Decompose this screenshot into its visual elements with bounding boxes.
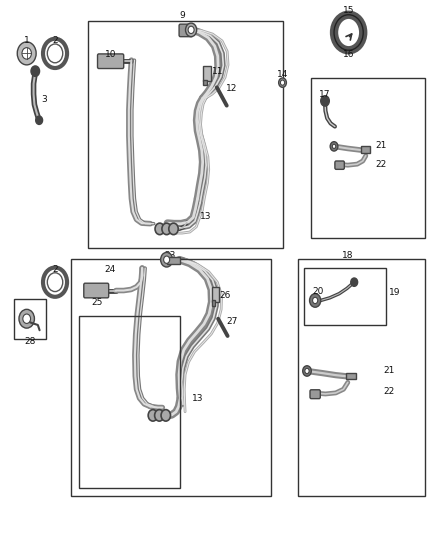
Bar xyxy=(346,373,356,379)
Circle shape xyxy=(279,78,286,87)
Bar xyxy=(311,78,425,238)
Text: 11: 11 xyxy=(212,67,223,76)
Circle shape xyxy=(31,66,39,76)
Text: 26: 26 xyxy=(220,290,231,300)
FancyBboxPatch shape xyxy=(84,283,109,298)
Circle shape xyxy=(23,314,31,324)
Text: 10: 10 xyxy=(105,50,117,59)
Circle shape xyxy=(164,256,170,263)
Bar xyxy=(203,79,207,85)
Text: 1: 1 xyxy=(24,36,30,45)
Circle shape xyxy=(280,80,285,85)
Circle shape xyxy=(330,142,338,151)
Circle shape xyxy=(155,223,165,235)
Circle shape xyxy=(186,23,197,37)
Text: 13: 13 xyxy=(200,212,211,221)
Text: 9: 9 xyxy=(180,11,185,20)
Text: 3: 3 xyxy=(42,95,47,104)
Text: 13: 13 xyxy=(192,394,203,402)
Circle shape xyxy=(161,253,173,267)
Circle shape xyxy=(162,223,171,235)
Bar xyxy=(360,147,370,152)
Text: 12: 12 xyxy=(226,84,237,93)
Text: 17: 17 xyxy=(319,90,331,99)
Circle shape xyxy=(19,309,35,328)
FancyBboxPatch shape xyxy=(98,54,124,69)
Text: 14: 14 xyxy=(277,70,288,79)
Text: 2: 2 xyxy=(52,265,58,274)
FancyBboxPatch shape xyxy=(335,161,344,169)
Circle shape xyxy=(148,410,158,421)
Circle shape xyxy=(303,366,311,376)
Circle shape xyxy=(33,69,37,74)
Circle shape xyxy=(161,410,170,421)
Bar xyxy=(79,316,180,488)
FancyBboxPatch shape xyxy=(179,24,192,37)
Circle shape xyxy=(37,118,41,123)
Bar xyxy=(14,300,46,338)
Circle shape xyxy=(188,26,194,34)
Circle shape xyxy=(323,98,327,103)
Circle shape xyxy=(169,223,178,235)
Bar xyxy=(304,268,385,325)
FancyBboxPatch shape xyxy=(310,390,320,399)
Text: 18: 18 xyxy=(342,251,353,260)
Text: 24: 24 xyxy=(104,264,115,273)
Text: 15: 15 xyxy=(343,6,354,15)
Bar xyxy=(212,287,219,302)
Bar xyxy=(212,301,215,306)
Bar xyxy=(71,259,271,496)
Text: 22: 22 xyxy=(376,159,387,168)
Circle shape xyxy=(353,280,356,284)
Text: 21: 21 xyxy=(375,141,387,150)
Bar xyxy=(203,67,211,81)
Text: 27: 27 xyxy=(226,317,237,326)
Text: 25: 25 xyxy=(91,297,102,306)
Text: 2: 2 xyxy=(52,36,58,45)
Circle shape xyxy=(313,297,318,304)
Text: 20: 20 xyxy=(312,287,323,296)
Circle shape xyxy=(351,278,358,286)
Circle shape xyxy=(332,144,336,149)
Circle shape xyxy=(155,410,164,421)
Bar xyxy=(88,21,283,248)
Circle shape xyxy=(321,96,329,106)
Text: 28: 28 xyxy=(25,337,36,346)
Circle shape xyxy=(310,294,321,307)
Bar xyxy=(166,256,180,264)
Bar xyxy=(298,259,425,496)
Circle shape xyxy=(17,42,36,65)
Circle shape xyxy=(22,47,32,59)
Circle shape xyxy=(305,368,309,374)
Text: 22: 22 xyxy=(383,387,394,397)
Text: 16: 16 xyxy=(343,51,354,60)
Text: 21: 21 xyxy=(383,367,394,375)
Text: 19: 19 xyxy=(389,288,401,297)
Circle shape xyxy=(36,116,42,124)
Text: 23: 23 xyxy=(164,251,175,260)
